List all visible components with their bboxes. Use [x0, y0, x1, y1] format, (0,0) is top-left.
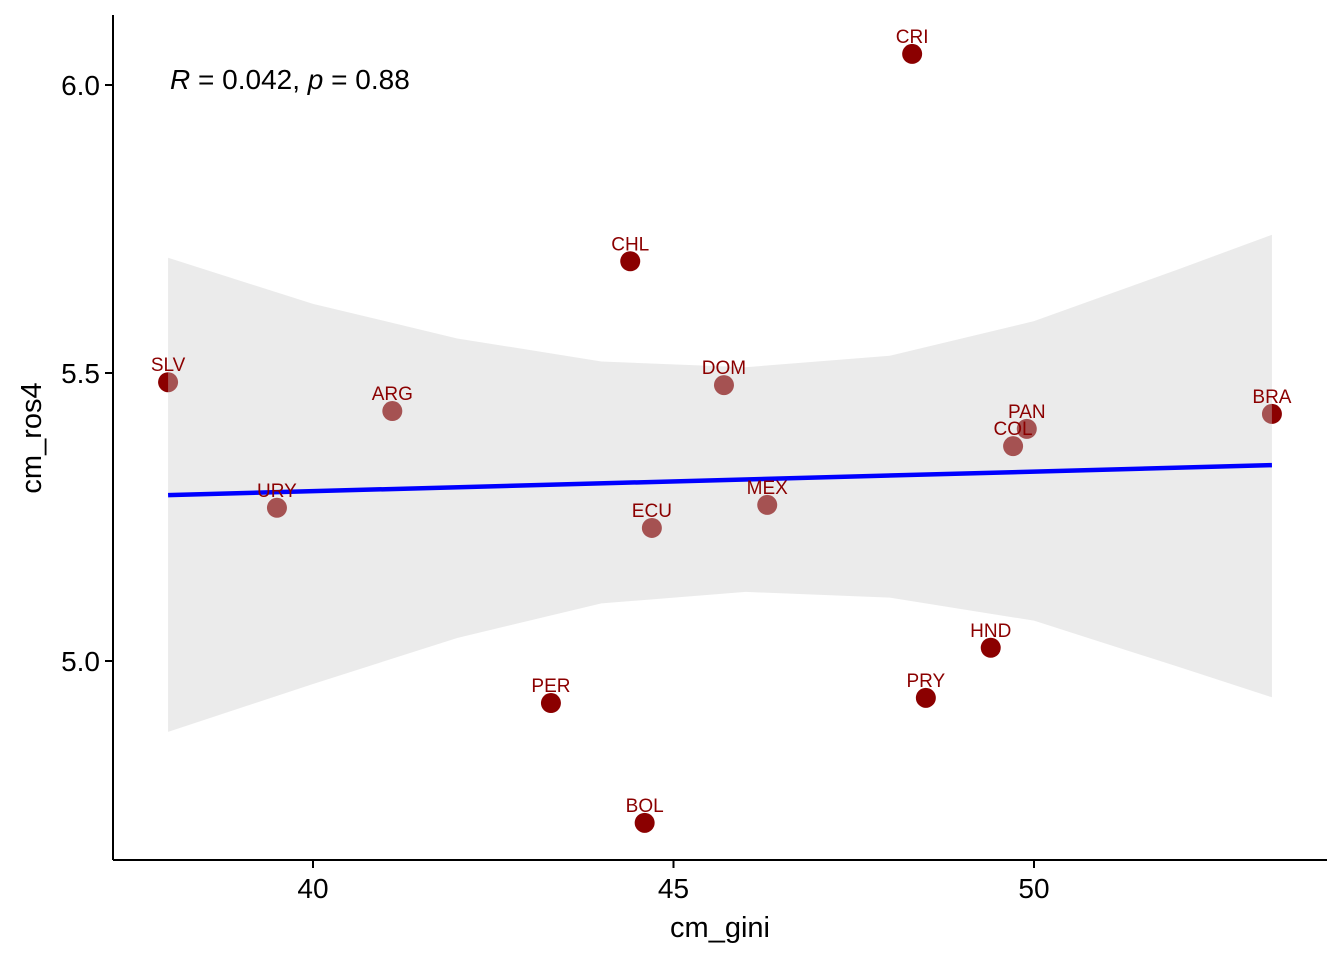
regression-line: [168, 462, 1272, 498]
y-tick-label: 5.0: [61, 646, 100, 677]
data-point-ecu: [641, 517, 662, 538]
point-label-arg: ARG: [372, 384, 413, 405]
data-point-hnd: [980, 637, 1001, 658]
r-value: = 0.042,: [190, 64, 308, 95]
data-point-pry: [915, 687, 936, 708]
point-label-hnd: HND: [970, 621, 1011, 642]
p-symbol: p: [307, 64, 324, 95]
data-point-dom: [713, 375, 734, 396]
data-point-pan: [1016, 418, 1037, 439]
y-tick-label: 6.0: [61, 70, 100, 101]
point-label-pry: PRY: [906, 671, 945, 692]
point-label-per: PER: [531, 676, 570, 697]
points-layer: [158, 43, 1282, 833]
x-axis-title: cm_gini: [670, 912, 770, 944]
confidence-band-layer: [168, 234, 1272, 732]
p-value: = 0.88: [323, 64, 409, 95]
r-symbol: R: [170, 64, 190, 95]
y-tick-label: 5.5: [61, 358, 100, 389]
point-label-mex: MEX: [747, 478, 789, 499]
data-point-slv: [158, 372, 179, 393]
data-point-per: [540, 693, 561, 714]
regression-line-layer: [168, 462, 1272, 498]
point-label-bol: BOL: [626, 796, 664, 817]
data-point-arg: [382, 401, 403, 422]
point-label-chl: CHL: [611, 234, 649, 255]
point-label-col: COL: [994, 419, 1033, 440]
y-axis-title: cm_ros4: [16, 382, 48, 493]
x-tick-label: 50: [1018, 873, 1049, 904]
point-label-cri: CRI: [896, 27, 929, 48]
data-point-bol: [634, 812, 655, 833]
data-point-cri: [902, 43, 923, 64]
x-tick-label: 40: [297, 873, 328, 904]
axes-layer: 40 45 50 5.0 5.5 6.0: [61, 15, 1327, 904]
point-label-slv: SLV: [151, 355, 186, 376]
point-label-dom: DOM: [702, 358, 746, 379]
x-tick-label: 45: [658, 873, 689, 904]
correlation-annotation: R = 0.042, p = 0.88: [170, 64, 410, 95]
point-label-bra: BRA: [1252, 387, 1291, 408]
data-point-chl: [620, 251, 641, 272]
data-point-col: [1003, 436, 1024, 457]
point-label-pan: PAN: [1008, 402, 1046, 423]
data-point-bra: [1261, 403, 1282, 424]
data-point-mex: [757, 494, 778, 515]
confidence-band: [168, 234, 1272, 732]
point-label-ecu: ECU: [632, 501, 672, 522]
data-point-ury: [266, 497, 287, 518]
point-label-ury: URY: [257, 481, 297, 502]
